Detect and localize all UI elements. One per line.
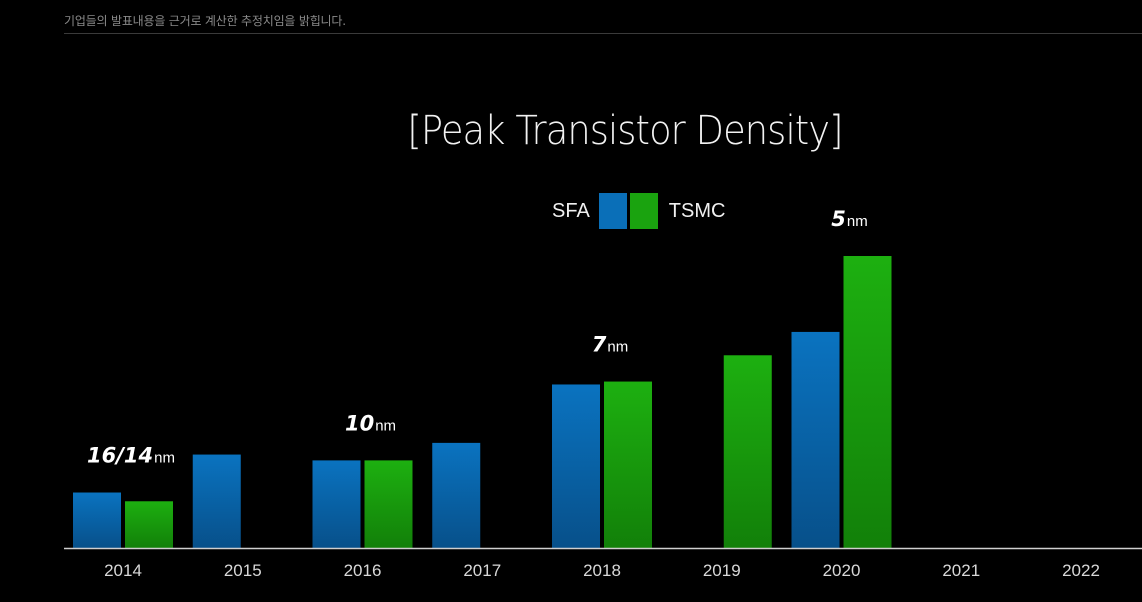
- node-label-2018: 7nm: [592, 333, 628, 357]
- node-label-2020: 5nm: [831, 207, 867, 231]
- x-tick-label-2020: 2020: [823, 561, 861, 580]
- bar-tsmc-2016: [364, 460, 413, 548]
- bar-tsmc-2014: [125, 501, 173, 548]
- x-tick-label-2016: 2016: [344, 561, 382, 580]
- x-tick-label-2017: 2017: [463, 561, 501, 580]
- node-label-2016: 10nm: [345, 411, 396, 435]
- chart-title: [Peak Transistor Density]: [407, 108, 843, 154]
- disclaimer-caption: 기업들의 발표내용을 근거로 계산한 추정치임을 밝힙니다.: [64, 14, 346, 28]
- bar-tsmc-2020: [843, 256, 892, 548]
- bar-sfa-2020: [791, 331, 840, 548]
- x-tick-label-2018: 2018: [583, 561, 621, 580]
- bar-sfa-2016: [312, 460, 361, 548]
- x-tick-label-2021: 2021: [942, 561, 980, 580]
- bar-sfa-2018: [552, 384, 600, 548]
- legend-swatch-sfa: [598, 193, 627, 229]
- caption-divider: [64, 33, 1142, 34]
- x-tick-label-2014: 2014: [104, 561, 142, 580]
- chart-legend: SFA TSMC: [552, 193, 725, 229]
- bar-tsmc-2018: [604, 381, 652, 548]
- legend-swatch-tsmc: [629, 193, 658, 229]
- bar-sfa-2017: [432, 442, 481, 548]
- legend-label-sfa: SFA: [552, 199, 590, 222]
- bar-tsmc-2019: [723, 355, 772, 548]
- node-label-2014: 16/14nm: [87, 444, 175, 468]
- x-tick-label-2022: 2022: [1062, 561, 1100, 580]
- x-tick-label-2015: 2015: [224, 561, 262, 580]
- legend-label-tsmc: TSMC: [668, 199, 726, 222]
- bar-sfa-2014: [73, 492, 121, 548]
- bar-sfa-2015: [192, 454, 241, 548]
- x-tick-label-2019: 2019: [703, 561, 741, 580]
